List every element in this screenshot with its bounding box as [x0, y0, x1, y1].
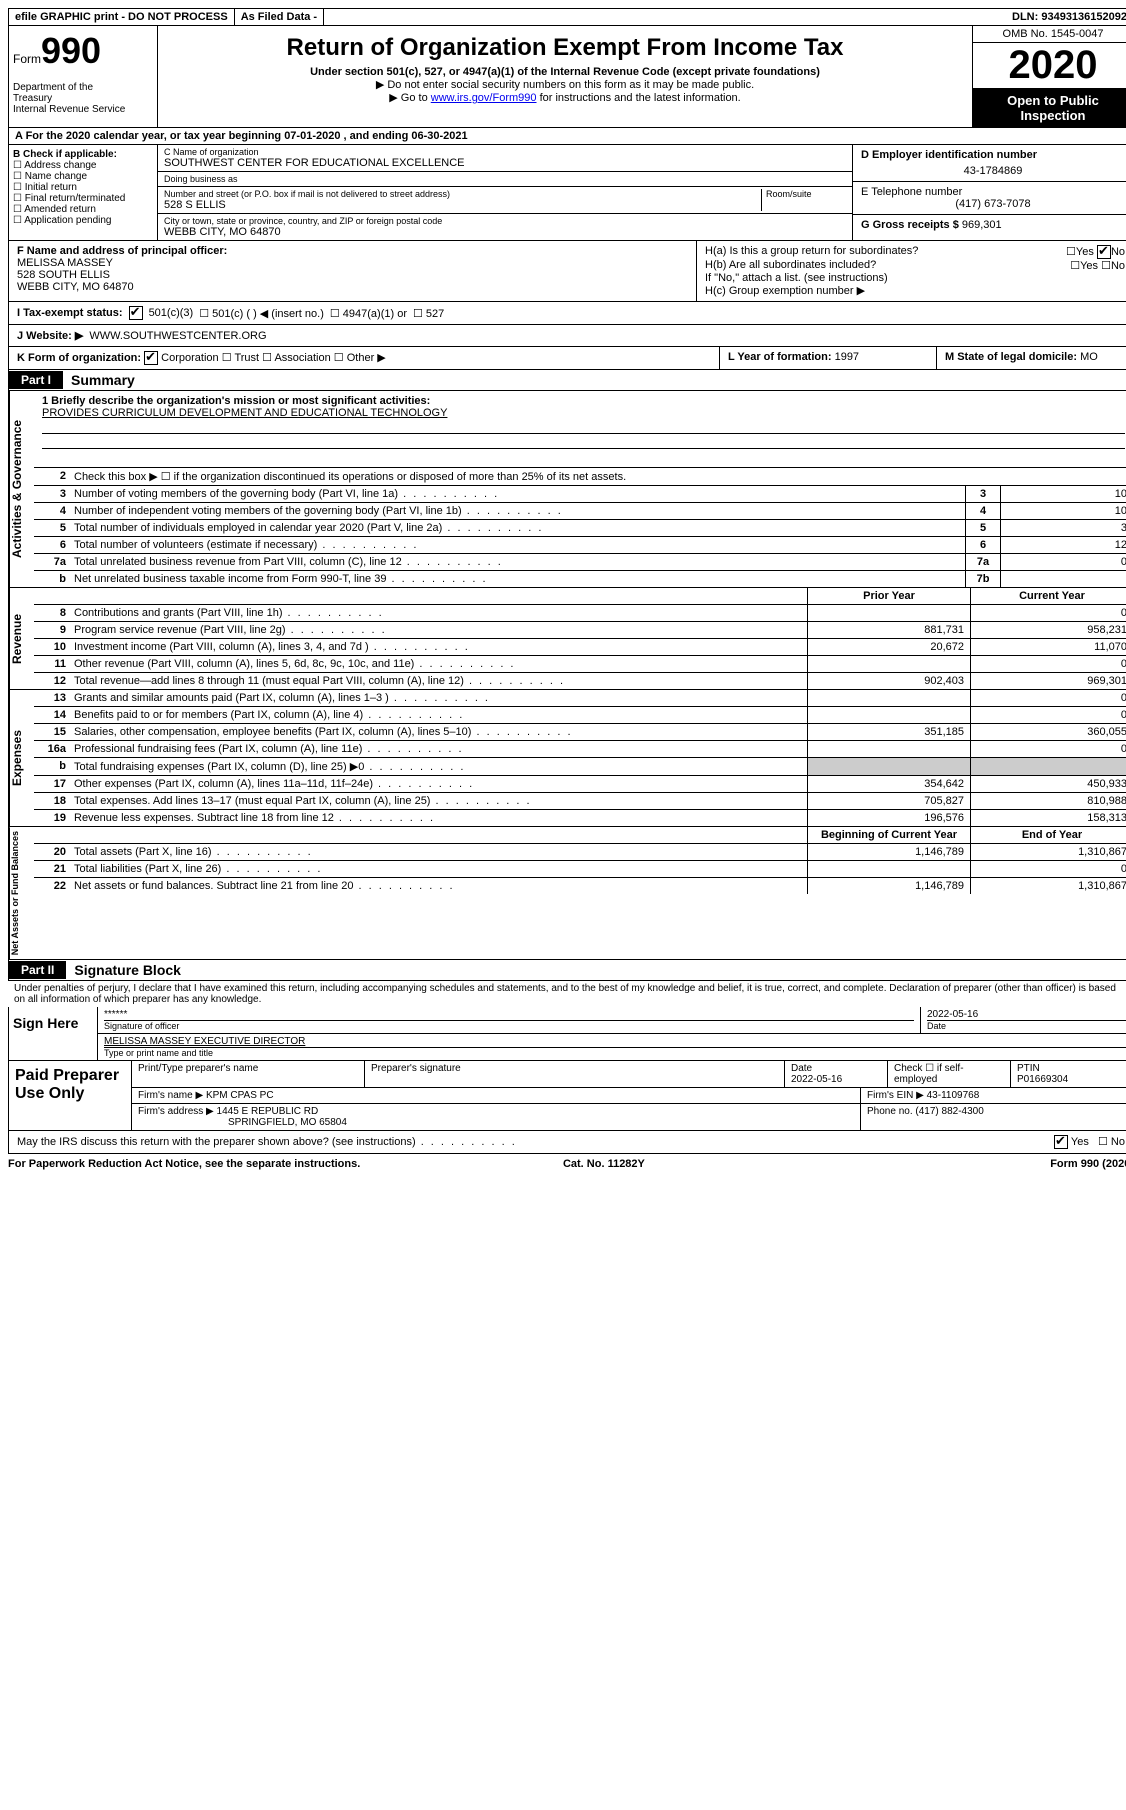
summary-line: 21Total liabilities (Part X, line 26) 0 [34, 861, 1126, 878]
summary-line: 22Net assets or fund balances. Subtract … [34, 878, 1126, 894]
summary-netassets: Net Assets or Fund Balances Beginning of… [8, 827, 1126, 960]
summary-line: 17Other expenses (Part IX, column (A), l… [34, 776, 1126, 793]
website: WWW.SOUTHWESTCENTER.ORG [89, 330, 266, 342]
form-title: Return of Organization Exempt From Incom… [166, 34, 964, 62]
summary-line: bTotal fundraising expenses (Part IX, co… [34, 758, 1126, 776]
summary-line: 18Total expenses. Add lines 13–17 (must … [34, 793, 1126, 810]
part-i-bar: Part I Summary [8, 370, 1126, 391]
summary-line: 3Number of voting members of the governi… [34, 486, 1126, 503]
summary-line: 13Grants and similar amounts paid (Part … [34, 690, 1126, 707]
ein: 43-1784869 [861, 161, 1125, 177]
section-fh: F Name and address of principal officer:… [8, 241, 1126, 302]
header-left: Form990 Department of theTreasuryInterna… [9, 26, 158, 127]
summary-line: 10Investment income (Part VIII, column (… [34, 639, 1126, 656]
discuss-row: May the IRS discuss this return with the… [8, 1131, 1126, 1154]
summary-line: 14Benefits paid to or for members (Part … [34, 707, 1126, 724]
part-ii-bar: Part II Signature Block [8, 960, 1126, 981]
dln: DLN: 93493136152092 [1006, 9, 1126, 25]
col-deg: D Employer identification number 43-1784… [853, 145, 1126, 240]
summary-governance: Activities & Governance 1 Briefly descri… [8, 391, 1126, 588]
row-a-tax-year: A For the 2020 calendar year, or tax yea… [8, 128, 1126, 145]
sig-intro: Under penalties of perjury, I declare th… [8, 981, 1126, 1007]
col-h: H(a) Is this a group return for subordin… [697, 241, 1126, 301]
row-i: I Tax-exempt status: 501(c)(3) ☐ 501(c) … [8, 302, 1126, 325]
summary-revenue: Revenue Prior YearCurrent Year 8Contribu… [8, 588, 1126, 690]
section-bcdeg: B Check if applicable: ☐ Address change … [8, 145, 1126, 241]
paid-preparer-block: Paid Preparer Use Only Print/Type prepar… [8, 1061, 1126, 1131]
summary-line: 6Total number of volunteers (estimate if… [34, 537, 1126, 554]
section-klm: K Form of organization: Corporation ☐ Tr… [8, 347, 1126, 370]
summary-line: 11Other revenue (Part VIII, column (A), … [34, 656, 1126, 673]
page-footer: For Paperwork Reduction Act Notice, see … [8, 1154, 1126, 1174]
form-header: Form990 Department of theTreasuryInterna… [8, 26, 1126, 128]
row-j: J Website: ▶ WWW.SOUTHWESTCENTER.ORG [8, 325, 1126, 347]
col-f: F Name and address of principal officer:… [9, 241, 697, 301]
summary-line: bNet unrelated business taxable income f… [34, 571, 1126, 587]
summary-line: 19Revenue less expenses. Subtract line 1… [34, 810, 1126, 826]
501c3-checkbox [129, 306, 143, 320]
summary-line: 9Program service revenue (Part VIII, lin… [34, 622, 1126, 639]
summary-expenses: Expenses 13Grants and similar amounts pa… [8, 690, 1126, 827]
hb-no-checkbox [1097, 245, 1111, 259]
header-right: OMB No. 1545-0047 2020 Open to Public In… [972, 26, 1126, 127]
mission-text: PROVIDES CURRICULUM DEVELOPMENT AND EDUC… [42, 407, 1125, 419]
efile-notice: efile GRAPHIC print - DO NOT PROCESS [9, 9, 235, 25]
sign-here-block: Sign Here ****** Signature of officer 20… [8, 1007, 1126, 1061]
summary-line: 4Number of independent voting members of… [34, 503, 1126, 520]
summary-line: 8Contributions and grants (Part VIII, li… [34, 605, 1126, 622]
col-c: C Name of organization SOUTHWEST CENTER … [158, 145, 853, 240]
summary-line: 7aTotal unrelated business revenue from … [34, 554, 1126, 571]
summary-line: 16aProfessional fundraising fees (Part I… [34, 741, 1126, 758]
topbar: efile GRAPHIC print - DO NOT PROCESS As … [8, 8, 1126, 26]
as-filed: As Filed Data - [235, 9, 324, 25]
summary-line: 20Total assets (Part X, line 16) 1,146,7… [34, 844, 1126, 861]
col-b: B Check if applicable: ☐ Address change … [9, 145, 158, 240]
org-name: SOUTHWEST CENTER FOR EDUCATIONAL EXCELLE… [164, 157, 846, 169]
header-mid: Return of Organization Exempt From Incom… [158, 26, 972, 127]
summary-line: 5Total number of individuals employed in… [34, 520, 1126, 537]
gross-receipts: 969,301 [962, 219, 1002, 231]
col-k: K Form of organization: Corporation ☐ Tr… [9, 347, 720, 369]
irs-link[interactable]: www.irs.gov/Form990 [431, 92, 537, 104]
dept-treasury: Department of theTreasuryInternal Revenu… [13, 82, 153, 115]
phone: (417) 673-7078 [861, 198, 1125, 210]
summary-line: 15Salaries, other compensation, employee… [34, 724, 1126, 741]
summary-line: 12Total revenue—add lines 8 through 11 (… [34, 673, 1126, 689]
